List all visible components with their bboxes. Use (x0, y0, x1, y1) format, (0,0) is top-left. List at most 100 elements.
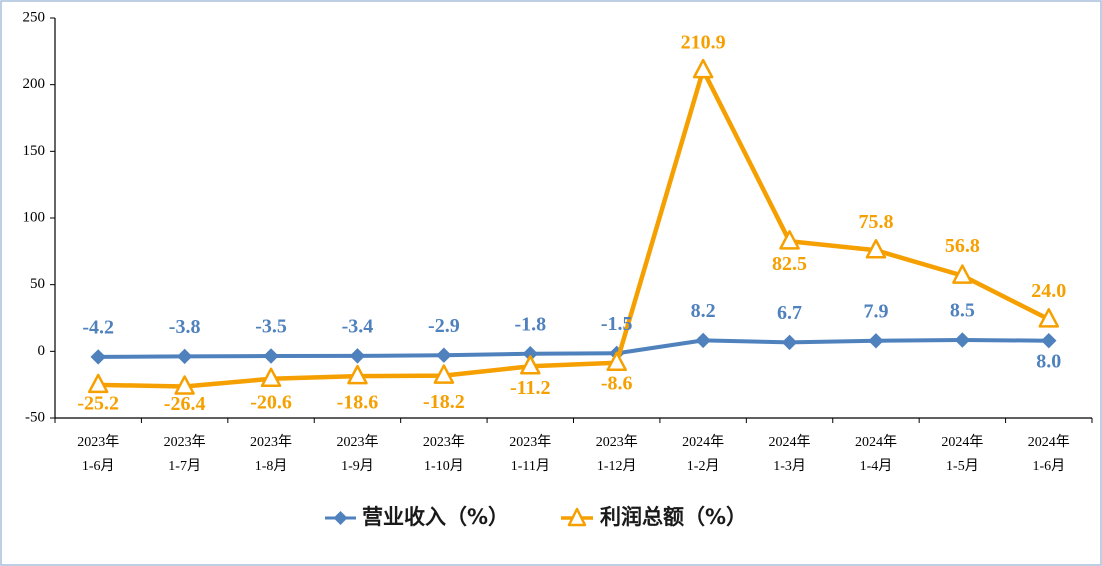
data-point-profit (433, 364, 455, 384)
y-tick-label: 100 (23, 209, 46, 225)
x-tick-label-period: 1-9月 (341, 458, 374, 474)
x-tick-label-year: 2023年 (336, 434, 378, 450)
data-label-profit: -26.4 (164, 393, 206, 415)
x-tick-label: 2023年 1-8月 (250, 434, 292, 474)
x-tick-label-year: 2023年 (77, 434, 119, 450)
series-line-revenue (96, 338, 1051, 359)
data-point-revenue (954, 332, 971, 348)
data-point-profit (1038, 308, 1060, 328)
triangle-icon (567, 507, 587, 527)
legend-item-revenue: 营业收入（%） (325, 505, 509, 529)
x-tick-label-period: 1-4月 (860, 458, 893, 474)
data-label-profit: -11.2 (510, 377, 551, 399)
y-tick-label: 200 (23, 76, 46, 92)
series-line-profit (95, 67, 1052, 389)
data-label-revenue: -3.4 (342, 315, 374, 337)
x-tick-label-period: 1-5月 (946, 458, 979, 474)
x-tick-label: 2024年 1-4月 (855, 434, 897, 474)
y-tick-label: 250 (23, 9, 46, 25)
x-tick-label-year: 2024年 (769, 434, 811, 450)
legend-item-profit: 利润总额（%） (561, 505, 747, 529)
data-point-revenue (781, 334, 798, 351)
data-label-revenue: 7.9 (863, 300, 888, 322)
data-point-revenue (349, 348, 366, 364)
data-point-revenue (436, 347, 452, 363)
x-tick-label: 2024年 1-2月 (682, 434, 724, 474)
x-tick-label-year: 2024年 (682, 434, 724, 450)
x-tick-label-year: 2023年 (509, 434, 551, 450)
data-point-profit (606, 351, 627, 372)
data-label-revenue: -2.9 (428, 315, 460, 337)
legend-label-profit: 利润总额（%） (600, 505, 747, 529)
data-point-revenue (868, 333, 884, 349)
x-tick-label-year: 2023年 (423, 434, 465, 450)
x-tick-label-year: 2024年 (1028, 434, 1070, 450)
diamond-icon (333, 511, 348, 525)
x-tick-label: 2023年 1-7月 (164, 434, 206, 474)
x-tick-label-year: 2024年 (941, 434, 983, 450)
data-point-profit (865, 239, 887, 259)
data-point-profit (347, 364, 368, 385)
data-label-revenue: 8.5 (950, 300, 975, 322)
data-point-revenue (263, 348, 279, 364)
x-tick-label: 2023年 1-6月 (77, 434, 119, 474)
x-tick-label: 2024年 1-5月 (941, 434, 983, 474)
x-tick-label: 2023年 1-11月 (509, 434, 551, 474)
x-tick-label-period: 1-10月 (424, 458, 464, 474)
x-tick-label-year: 2023年 (250, 434, 292, 450)
data-label-revenue: -1.5 (601, 313, 633, 335)
data-point-profit (692, 58, 714, 79)
data-label-revenue: -1.8 (514, 313, 546, 335)
data-point-profit (952, 264, 973, 284)
x-tick-label-period: 1-8月 (255, 458, 288, 474)
data-point-revenue (1041, 332, 1057, 349)
data-label-profit: -18.6 (337, 392, 379, 414)
data-label-revenue: 6.7 (777, 302, 802, 324)
data-label-profit: -8.6 (601, 372, 633, 394)
data-label-revenue: -4.2 (82, 317, 114, 339)
data-label-revenue: 8.0 (1036, 350, 1061, 372)
data-label-profit: 82.5 (772, 253, 807, 275)
y-tick-label: 150 (23, 143, 46, 159)
data-label-profit: -18.2 (423, 391, 465, 413)
data-label-revenue: -3.5 (255, 316, 287, 338)
series-profit (87, 58, 1060, 395)
x-tick-label-year: 2024年 (855, 434, 897, 450)
series-layer (87, 58, 1060, 395)
x-tick-label: 2023年 1-9月 (336, 434, 378, 474)
y-tick-label: -50 (25, 409, 45, 425)
legend-label-revenue: 营业收入（%） (362, 505, 509, 529)
x-tick-label: 2024年 1-6月 (1028, 434, 1070, 474)
y-tick-label: 0 (38, 343, 46, 359)
x-tick-label-year: 2023年 (164, 434, 206, 450)
data-labels-layer: -4.2 -3.8 -3.5 -3.4 -2.9 -1.8 -1.5 8.2 6.7 7.9 8.5… (77, 32, 1066, 415)
x-tick-label-period: 1-3月 (773, 458, 806, 474)
x-tick-label: 2023年 1-10月 (423, 434, 465, 474)
data-point-profit (779, 230, 800, 250)
data-label-revenue: -3.8 (169, 316, 201, 338)
x-tick-label-period: 1-6月 (1032, 458, 1065, 474)
data-label-profit: 210.9 (681, 32, 726, 54)
data-point-profit (174, 375, 195, 395)
data-point-profit (260, 367, 282, 388)
x-tick-label: 2024年 1-3月 (769, 434, 811, 474)
legend: 营业收入（%） 利润总额（%） (325, 505, 747, 529)
x-tick-label-period: 1-7月 (168, 458, 201, 474)
data-label-profit: 75.8 (858, 211, 893, 233)
data-label-profit: 24.0 (1031, 280, 1066, 302)
data-label-revenue: 8.2 (691, 300, 716, 322)
x-tick-label-year: 2023年 (596, 434, 638, 450)
data-point-revenue (695, 332, 711, 349)
x-tick-label-period: 1-12月 (597, 458, 637, 474)
data-point-profit (87, 373, 109, 394)
data-label-profit: -20.6 (250, 391, 292, 413)
x-tick-label-period: 1-6月 (82, 458, 115, 474)
data-point-revenue (176, 348, 193, 365)
y-tick-label: 50 (30, 276, 45, 292)
data-point-revenue (90, 349, 106, 365)
x-tick-label-period: 1-2月 (687, 458, 720, 474)
data-label-profit: -25.2 (77, 393, 119, 415)
